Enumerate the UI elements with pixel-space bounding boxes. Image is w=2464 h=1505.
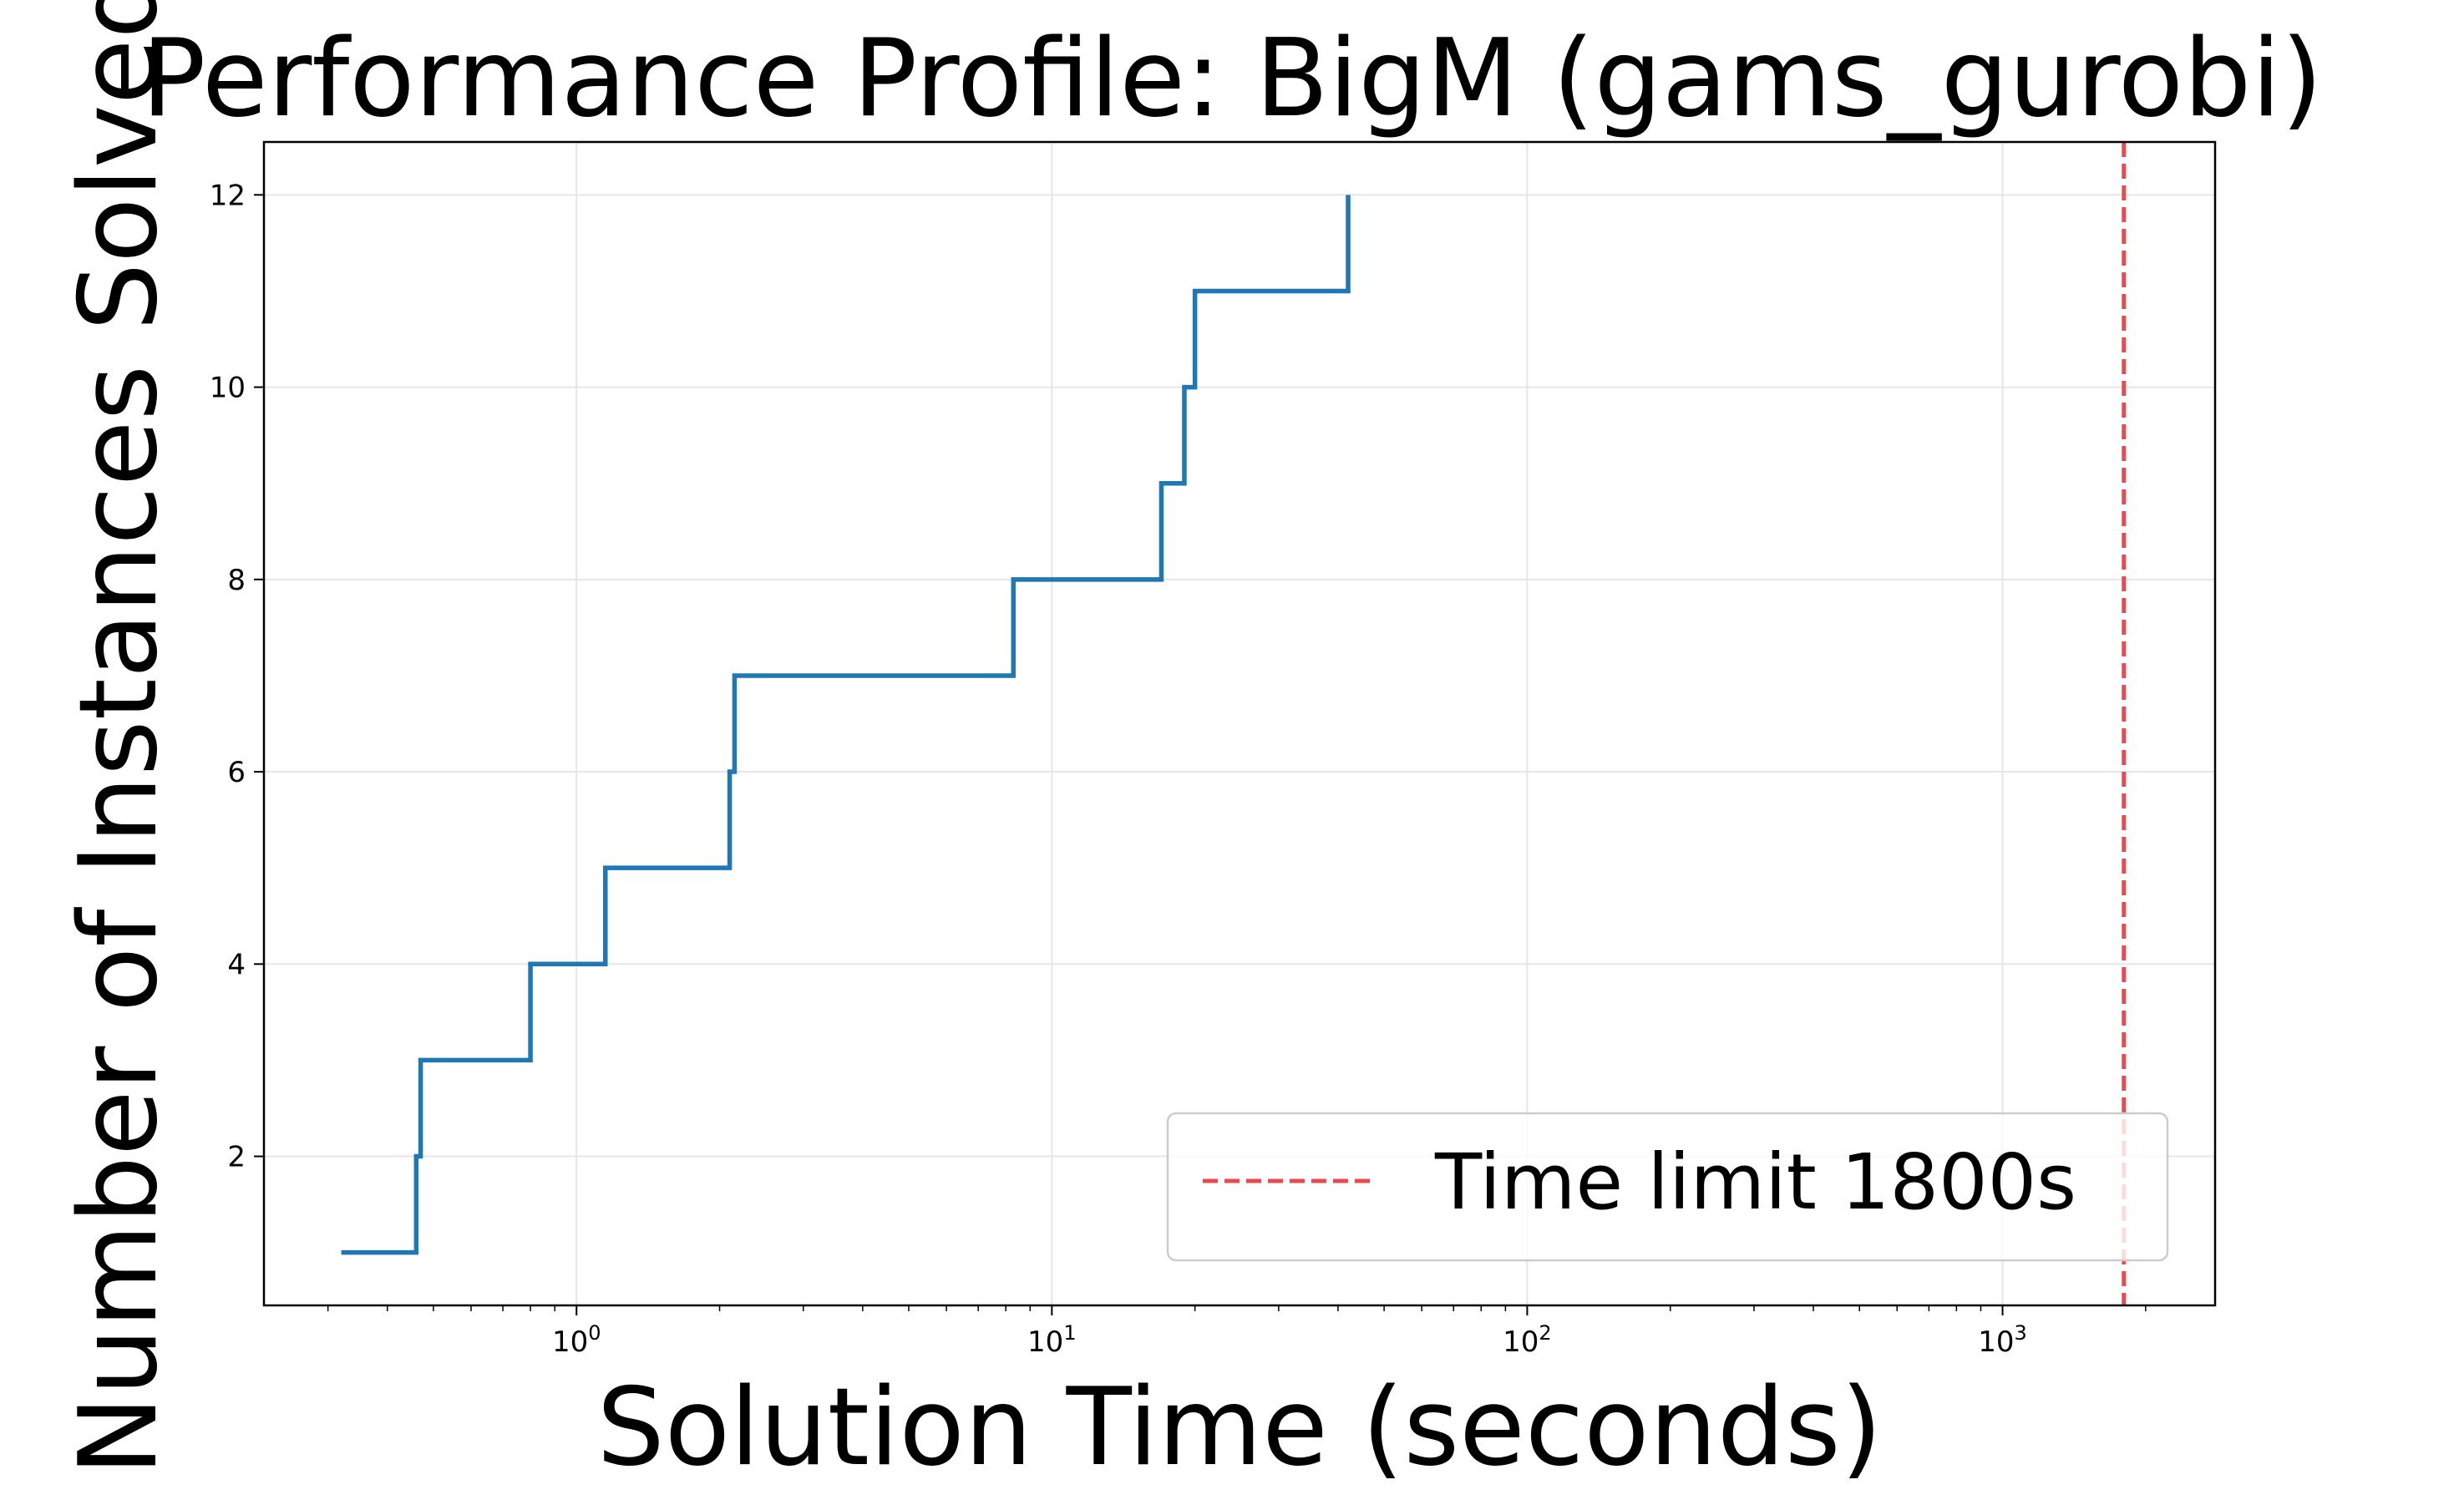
y-tick-label: 2 <box>227 1141 246 1174</box>
legend: Time limit 1800s <box>1166 1112 2169 1262</box>
plot-series <box>341 142 2127 1305</box>
x-tick-label: 101 <box>1027 1321 1077 1359</box>
y-tick-label: 6 <box>227 756 246 789</box>
x-tick-label: 103 <box>1978 1321 2027 1359</box>
x-tick-label: 100 <box>552 1321 601 1359</box>
y-tick-label: 12 <box>210 179 246 212</box>
x-tick-label: 102 <box>1503 1321 1552 1359</box>
x-axis-label: Solution Time (seconds) <box>596 1366 1882 1490</box>
chart-title: Performance Profile: BigM (gams_gurobi) <box>141 17 2323 141</box>
y-tick-label: 4 <box>227 948 246 981</box>
y-tick-label: 10 <box>210 372 246 405</box>
y-tick-label: 8 <box>227 564 246 597</box>
series-line <box>341 195 1351 1255</box>
legend-box <box>1166 1112 2169 1262</box>
y-axis-ticks: 2 4 6 8 10 12 <box>210 179 264 1174</box>
legend-label: Time limit 1800s <box>1434 1138 2076 1227</box>
y-axis-label: Number of Instances Solved <box>57 0 181 1476</box>
plot-frame <box>262 140 2217 1307</box>
x-axis-ticks: 100 101 102 103 <box>327 1305 2147 1359</box>
